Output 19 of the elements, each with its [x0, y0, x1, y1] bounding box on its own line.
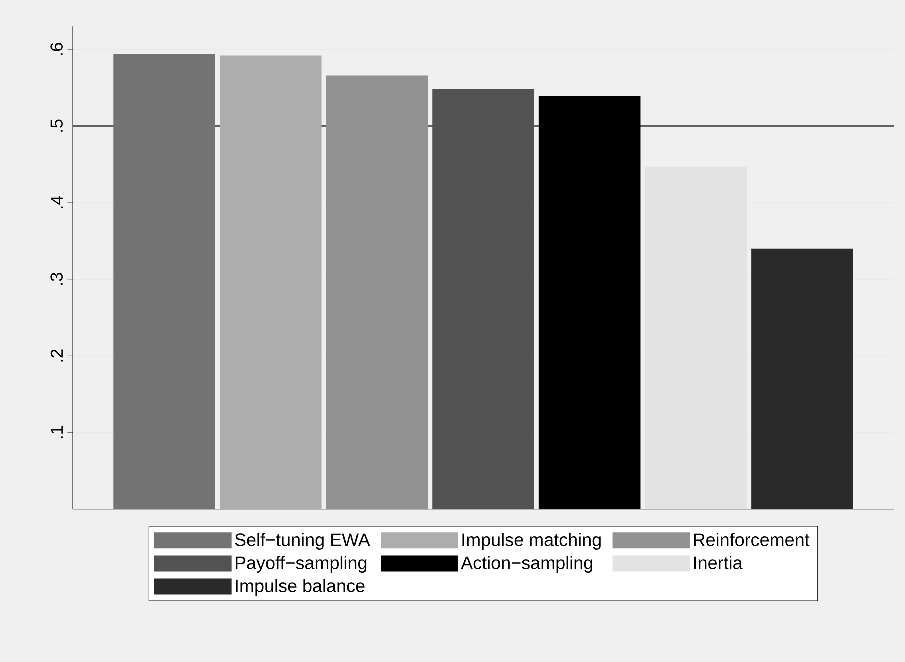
- legend-label: Impulse matching: [462, 533, 601, 550]
- y-tick-label: .2: [50, 350, 63, 362]
- legend-label: Reinforcement: [694, 533, 810, 546]
- y-tick-label: .5: [50, 120, 63, 132]
- bar: [326, 76, 428, 510]
- y-tick-label: .1: [51, 426, 63, 438]
- bar: [538, 96, 641, 510]
- y-tick-label: .6: [50, 43, 63, 56]
- bar: [220, 56, 322, 510]
- legend-label: Impulse balance: [236, 579, 365, 596]
- legend-label: Inertia: [694, 556, 743, 570]
- y-tick-label: .4: [51, 196, 63, 209]
- bar: [752, 248, 854, 510]
- bar: [432, 89, 534, 510]
- y-tick-label: .3: [50, 273, 63, 286]
- legend-label: Action−sampling: [461, 556, 592, 573]
- bar: [114, 54, 216, 510]
- legend-label: Payoff−sampling: [236, 556, 367, 573]
- legend-label: Self−tuning EWA: [235, 533, 370, 550]
